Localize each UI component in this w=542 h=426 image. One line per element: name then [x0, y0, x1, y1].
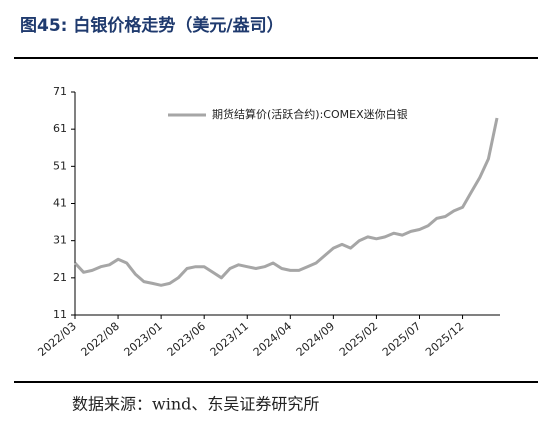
x-tick-label: 2024/09 [294, 320, 337, 359]
y-tick-label: 51 [53, 159, 67, 172]
price-line [73, 117, 499, 287]
chart-title: 图45: 白银价格走势（美元/盎司） [20, 15, 284, 36]
x-tick-label: 2023/11 [208, 320, 251, 359]
x-tick-label: 2022/03 [35, 320, 78, 359]
x-tick-label: 2025/12 [423, 320, 466, 359]
x-tick-label: 2025/02 [337, 320, 380, 359]
y-tick-label: 21 [53, 271, 67, 284]
legend-label: 期货结算价(活跃合约):COMEX迷你白银 [212, 107, 408, 121]
y-tick-label: 71 [53, 85, 67, 98]
x-tick-label: 2025/07 [380, 320, 423, 359]
y-tick-label: 41 [53, 197, 67, 210]
source-note: 数据来源：wind、东吴证券研究所 [72, 395, 319, 414]
y-tick-label: 61 [53, 122, 67, 135]
top-rule [14, 57, 538, 59]
x-tick-label: 2023/06 [165, 320, 208, 359]
x-tick-label: 2023/01 [122, 320, 165, 359]
y-tick-label: 11 [53, 308, 67, 321]
x-tick-label: 2024/04 [251, 320, 294, 359]
x-tick-label: 2022/08 [79, 320, 122, 359]
y-tick-label: 31 [53, 234, 67, 247]
bottom-rule [14, 381, 538, 383]
